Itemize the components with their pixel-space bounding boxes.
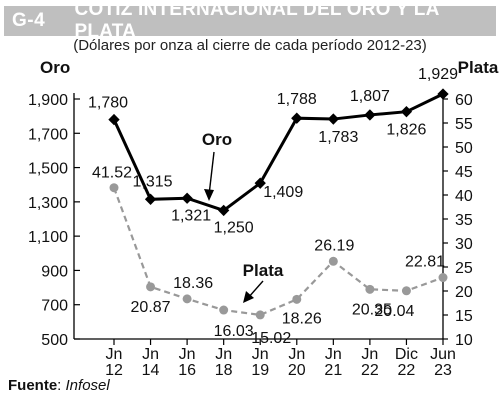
oro-data-label: 1,783 [318,129,358,146]
x-axis-tick-label: 21 [324,362,342,379]
plata-data-point [219,305,229,315]
right-axis-tick-label: 35 [455,212,473,229]
x-axis-tick-label: 22 [398,362,416,379]
right-axis-tick-label: 25 [455,260,473,277]
chart-subtitle: (Dólares por onza al cierre de cada perí… [73,37,427,54]
oro-data-label: 1,409 [263,184,303,201]
title-bar: G-4 COTIZ INTERNACIONAL DEL ORO Y LA PLA… [4,0,496,42]
oro-data-point [291,112,303,124]
plata-data-point [146,282,156,292]
x-axis-tick-label: Jn [179,346,196,363]
plata-series-line [112,187,444,317]
oro-data-label: 1,826 [386,122,426,139]
x-axis-tick-label: Jn [142,346,159,363]
plata-data-label: 22.81 [405,254,445,271]
source-separator: : [57,377,66,394]
oro-data-label: 1,250 [214,219,254,236]
x-axis-tick-label: 12 [105,362,123,379]
oro-data-point [181,192,193,204]
x-axis-tick-label: 23 [434,362,452,379]
plata-data-point [401,286,411,296]
plata-data-point [365,284,375,294]
oro-data-point [218,204,230,217]
x-axis-tick-label: Jun [430,346,456,363]
plata-data-label: 20.04 [374,303,414,320]
x-axis-tick-label: Jn [288,346,305,363]
plata-data-point [328,256,338,266]
x-axis-tick-label: 14 [142,362,160,379]
left-axis-tick-label: 1,900 [28,92,68,109]
plata-data-point [182,294,192,304]
plata-data-point [438,273,448,283]
left-axis-tick-label: 900 [41,263,68,280]
plata-data-label: 20.35 [352,301,392,318]
oro-data-label: 1,315 [133,173,173,190]
source-note: Fuente: Infosel [8,377,110,394]
x-axis-tick-label: Jn [252,346,269,363]
oro-annotation: Oro [202,130,232,149]
source-name: Infosel [65,377,110,394]
x-axis-tick-label: 16 [178,362,196,379]
right-axis-tick-label: 40 [455,188,473,205]
plata-data-point [255,310,265,320]
right-axis-tick-label: 55 [455,116,473,133]
chart-code: G-4 [12,10,46,31]
plata-data-label: 41.52 [92,165,132,182]
right-axis-tick-label: 20 [455,284,473,301]
source-label: Fuente [8,377,58,394]
left-axis-title: Oro [40,58,70,77]
oro-data-label: 1,780 [88,95,128,112]
x-axis-tick-label: 19 [251,362,269,379]
oro-data-label: 1,788 [277,91,317,108]
right-axis-tick-label: 30 [455,236,473,253]
oro-annotation-arrowhead [204,189,214,201]
plata-data-point [292,294,302,304]
x-axis-tick-label: Jn [325,346,342,363]
right-axis-tick-label: 50 [455,140,473,157]
plata-annotation: Plata [243,261,284,280]
right-axis-tick-label: 60 [455,92,473,109]
oro-data-point [108,113,120,126]
left-axis-tick-label: 1,700 [28,126,68,143]
oro-data-label: 1,929 [418,66,458,83]
oro-data-point [254,177,266,189]
plata-data-label: 26.19 [314,237,354,254]
oro-data-label: 1,807 [350,88,390,105]
x-axis-tick-label: 22 [361,362,379,379]
x-axis-tick-label: Dic [395,346,418,363]
right-axis-tick-label: 10 [455,332,473,349]
plata-data-label: 20.87 [131,299,171,316]
plata-data-label: 18.26 [282,310,322,327]
plata-data-point [109,183,119,193]
oro-data-point [437,88,449,100]
right-axis-tick-label: 15 [455,308,473,325]
oro-data-point [327,113,339,125]
x-axis-tick-label: 20 [288,362,306,379]
x-axis-tick-label: Jn [361,346,378,363]
plata-data-label: 18.36 [173,275,213,292]
left-axis-tick-label: 500 [41,332,68,349]
oro-data-point [144,193,157,205]
plata-annotation-arrowhead [243,291,254,303]
plata-data-label: 16.03 [214,323,254,340]
oro-series-line [112,92,444,213]
right-axis-title: Plata [458,58,499,77]
plata-data-label: 15.02 [251,330,291,347]
x-axis-tick-label: Jn [106,346,123,363]
chart-title: COTIZ INTERNACIONAL DEL ORO Y LA PLATA [74,0,439,42]
oro-annotation-arrow-line [208,151,215,196]
oro-data-point [364,109,376,121]
left-axis-tick-label: 700 [41,298,68,315]
oro-data-label: 1,321 [171,207,211,224]
x-axis-tick-label: Jn [215,346,232,363]
left-axis-tick-label: 1,300 [28,195,68,212]
oro-data-point [400,106,413,118]
left-axis-tick-label: 1,500 [28,161,68,178]
x-axis-tick-label: 18 [215,362,233,379]
right-axis-tick-label: 45 [455,164,473,181]
left-axis-tick-label: 1,100 [28,229,68,246]
